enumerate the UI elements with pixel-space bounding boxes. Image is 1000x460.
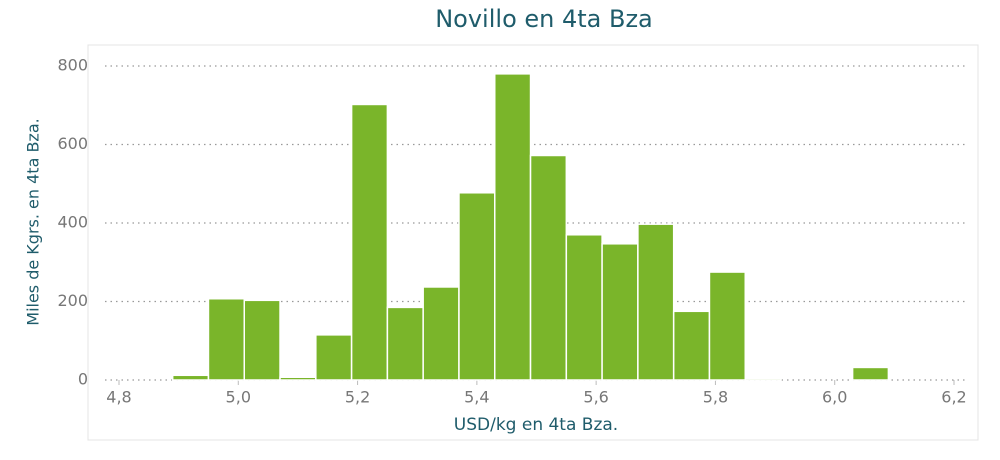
bar xyxy=(458,192,496,381)
bar xyxy=(708,271,747,381)
x-tick-label: 6,0 xyxy=(822,388,847,407)
bar xyxy=(171,374,210,381)
y-axis-label: Miles de Kgrs. en 4ta Bza. xyxy=(24,118,43,325)
bar xyxy=(243,299,281,381)
y-tick-label: 0 xyxy=(78,370,88,389)
bar xyxy=(744,377,782,381)
bar xyxy=(494,73,532,381)
bar xyxy=(315,334,353,381)
y-tick-label: 600 xyxy=(57,134,88,153)
bar xyxy=(279,376,317,381)
bar xyxy=(851,366,890,381)
x-tick-label: 5,6 xyxy=(583,388,608,407)
x-tick-label: 5,2 xyxy=(345,388,370,407)
x-tick-label: 5,0 xyxy=(226,388,251,407)
chart-title: Novillo en 4ta Bza xyxy=(435,5,653,33)
bar xyxy=(672,310,711,381)
bar xyxy=(207,298,245,381)
x-tick-label: 6,2 xyxy=(941,388,966,407)
y-tick-label: 800 xyxy=(57,56,88,75)
x-tick-label: 5,4 xyxy=(464,388,489,407)
x-axis-label: USD/kg en 4ta Bza. xyxy=(454,415,618,435)
bar xyxy=(601,243,639,381)
x-tick-label: 5,8 xyxy=(703,388,728,407)
y-tick-label: 200 xyxy=(57,291,88,310)
bar xyxy=(422,286,460,381)
bar xyxy=(529,154,568,381)
plot-frame xyxy=(87,44,979,441)
bar xyxy=(386,306,424,381)
bar xyxy=(565,234,603,381)
bar xyxy=(637,223,675,381)
bar xyxy=(350,103,389,381)
y-tick-label: 400 xyxy=(57,213,88,232)
x-tick-label: 4,8 xyxy=(106,388,131,407)
